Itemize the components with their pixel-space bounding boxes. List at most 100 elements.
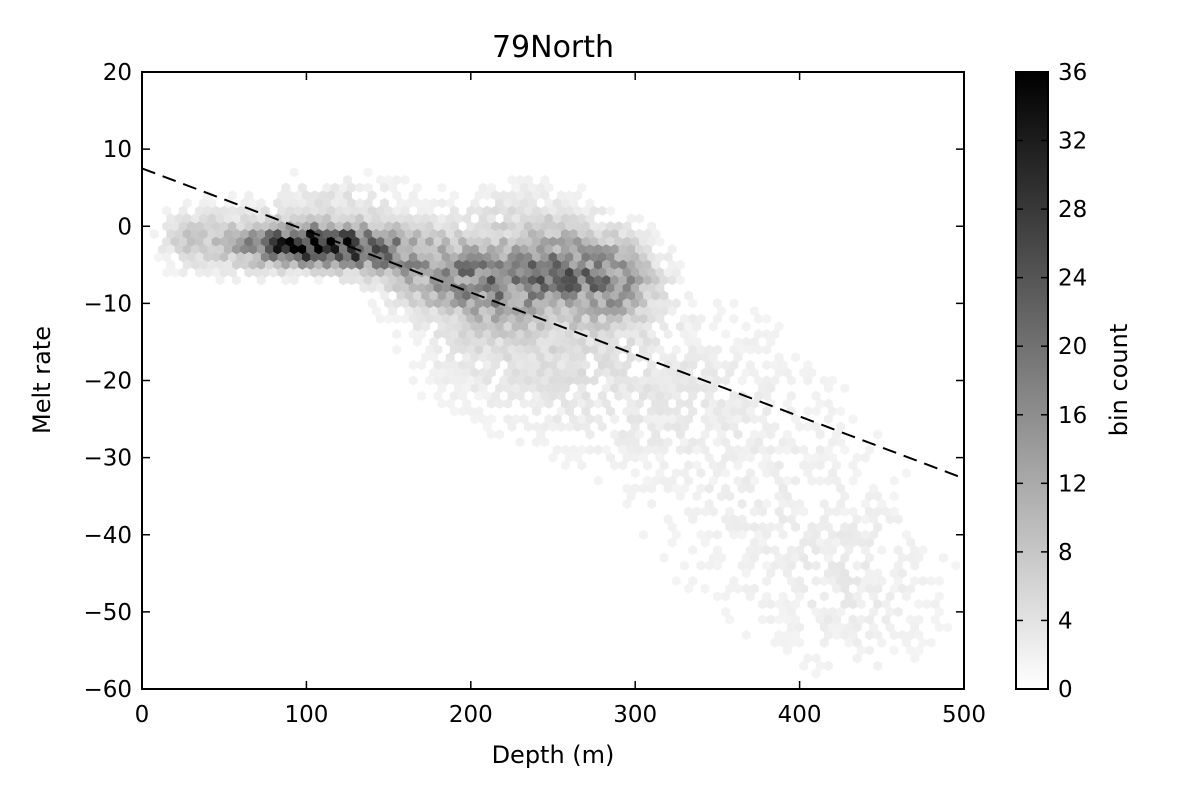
- hexbin-cell: [606, 406, 615, 417]
- hexbin-cell: [470, 367, 480, 378]
- hexbin-cell: [441, 282, 451, 293]
- hexbin-cell: [778, 637, 788, 648]
- hexbin-cell: [363, 244, 373, 255]
- hexbin-cell: [729, 313, 739, 324]
- hexbin-cell: [334, 267, 344, 278]
- hexbin-cell: [573, 421, 583, 432]
- hexbin-cell: [754, 498, 763, 509]
- hexbin-cell: [384, 298, 393, 309]
- hexbin-cell: [634, 336, 644, 347]
- hexbin-cell: [647, 406, 657, 417]
- hexbin-cell: [811, 545, 821, 556]
- hexbin-cell: [762, 545, 772, 556]
- hexbin-cell: [499, 205, 509, 216]
- hexbin-cell: [651, 414, 661, 425]
- hexbin-cell: [417, 267, 426, 278]
- hexbin-cell: [162, 205, 172, 216]
- hexbin-cell: [593, 228, 603, 240]
- hexbin-cell: [482, 252, 492, 263]
- hexbin-cell: [400, 313, 410, 324]
- hexbin-cell: [651, 259, 661, 270]
- hexbin-cell: [376, 221, 385, 232]
- hexbin-cell: [297, 259, 307, 270]
- hexbin-cell: [449, 267, 459, 278]
- hexbin-cell: [437, 367, 447, 378]
- hexbin-cell: [906, 645, 915, 656]
- hexbin-cell: [655, 421, 665, 432]
- colorbar-tick-label: 4: [1058, 608, 1073, 634]
- hexbin-cell: [499, 252, 509, 263]
- hexbin-cell: [486, 244, 496, 255]
- hexbin-cell: [556, 360, 566, 371]
- hexbin-cell: [713, 344, 722, 355]
- hexbin-cell: [380, 228, 389, 240]
- hexbin-cell: [219, 221, 229, 232]
- hexbin-cell: [787, 437, 796, 448]
- hexbin-cell: [470, 198, 480, 209]
- hexbin-cell: [745, 344, 755, 355]
- x-tick-label: 300: [613, 702, 657, 728]
- hexbin-cell: [326, 221, 336, 232]
- hexbin-cell: [778, 529, 788, 540]
- hexbin-cell: [240, 198, 250, 209]
- hexbin-cell: [528, 275, 537, 286]
- hexbin-cell: [560, 398, 570, 409]
- hexbin-cell: [671, 421, 681, 432]
- hexbin-cell: [828, 452, 837, 463]
- hexbin-cell: [643, 306, 652, 317]
- hexbin-cell: [400, 298, 410, 309]
- hexbin-cell: [733, 460, 743, 471]
- hexbin-cell: [626, 414, 636, 425]
- hexbin-cell: [351, 236, 361, 247]
- hexbin-cell: [824, 383, 833, 394]
- hexbin-cell: [610, 244, 620, 255]
- hexbin-cell: [536, 290, 546, 301]
- hexbin-cell: [552, 444, 562, 455]
- hexbin-cell: [614, 329, 624, 340]
- hexbin-cell: [634, 321, 644, 332]
- hexbin-cell: [667, 275, 677, 286]
- hexbin-cell: [643, 367, 652, 378]
- hexbin-cell: [745, 591, 755, 602]
- hexbin-cell: [676, 275, 685, 286]
- hexbin-cell: [692, 460, 702, 471]
- hexbin-cell: [869, 622, 878, 633]
- hexbin-cell: [228, 221, 237, 232]
- hexbin-cell: [569, 275, 578, 286]
- hexbin-cell: [277, 205, 287, 216]
- hexbin-cell: [548, 267, 558, 278]
- hexbin-cell: [569, 444, 578, 455]
- hexbin-cell: [523, 375, 533, 386]
- hexbin-cell: [289, 213, 299, 224]
- hexbin-cell: [536, 336, 546, 347]
- hexbin-cell: [560, 198, 570, 209]
- hexbin-cell: [232, 213, 241, 224]
- hexbin-cell: [573, 205, 583, 216]
- hexbin-cell: [593, 306, 603, 317]
- colorbar-tick-label: 24: [1058, 266, 1087, 292]
- hexbin-cell: [704, 390, 714, 401]
- hexbin-cell: [540, 437, 550, 448]
- hexbin-cell: [540, 236, 550, 247]
- colorbar-tick-label: 8: [1058, 540, 1073, 566]
- hexbin-cell: [367, 282, 377, 293]
- hexbin-cell: [655, 468, 665, 479]
- hexbin-cell: [162, 267, 172, 278]
- hexbin-cell: [791, 599, 800, 610]
- hexbin-cell: [536, 398, 546, 409]
- hexbin-cell: [482, 282, 492, 293]
- hexbin-cell: [413, 244, 422, 255]
- hexbin-cell: [593, 352, 603, 363]
- hexbin-cell: [265, 259, 274, 270]
- hexbin-cell: [791, 521, 800, 533]
- hexbin-cell: [708, 414, 718, 425]
- hexbin-cell: [458, 313, 467, 324]
- hexbin-cell: [774, 444, 784, 455]
- hexbin-cell: [762, 591, 772, 602]
- hexbin-cell: [277, 267, 287, 278]
- hexbin-cell: [597, 236, 607, 247]
- hexbin-cell: [799, 583, 809, 594]
- hexbin-cell: [556, 190, 566, 201]
- hexbin-cell: [618, 259, 628, 270]
- hexbin-cell: [491, 252, 500, 263]
